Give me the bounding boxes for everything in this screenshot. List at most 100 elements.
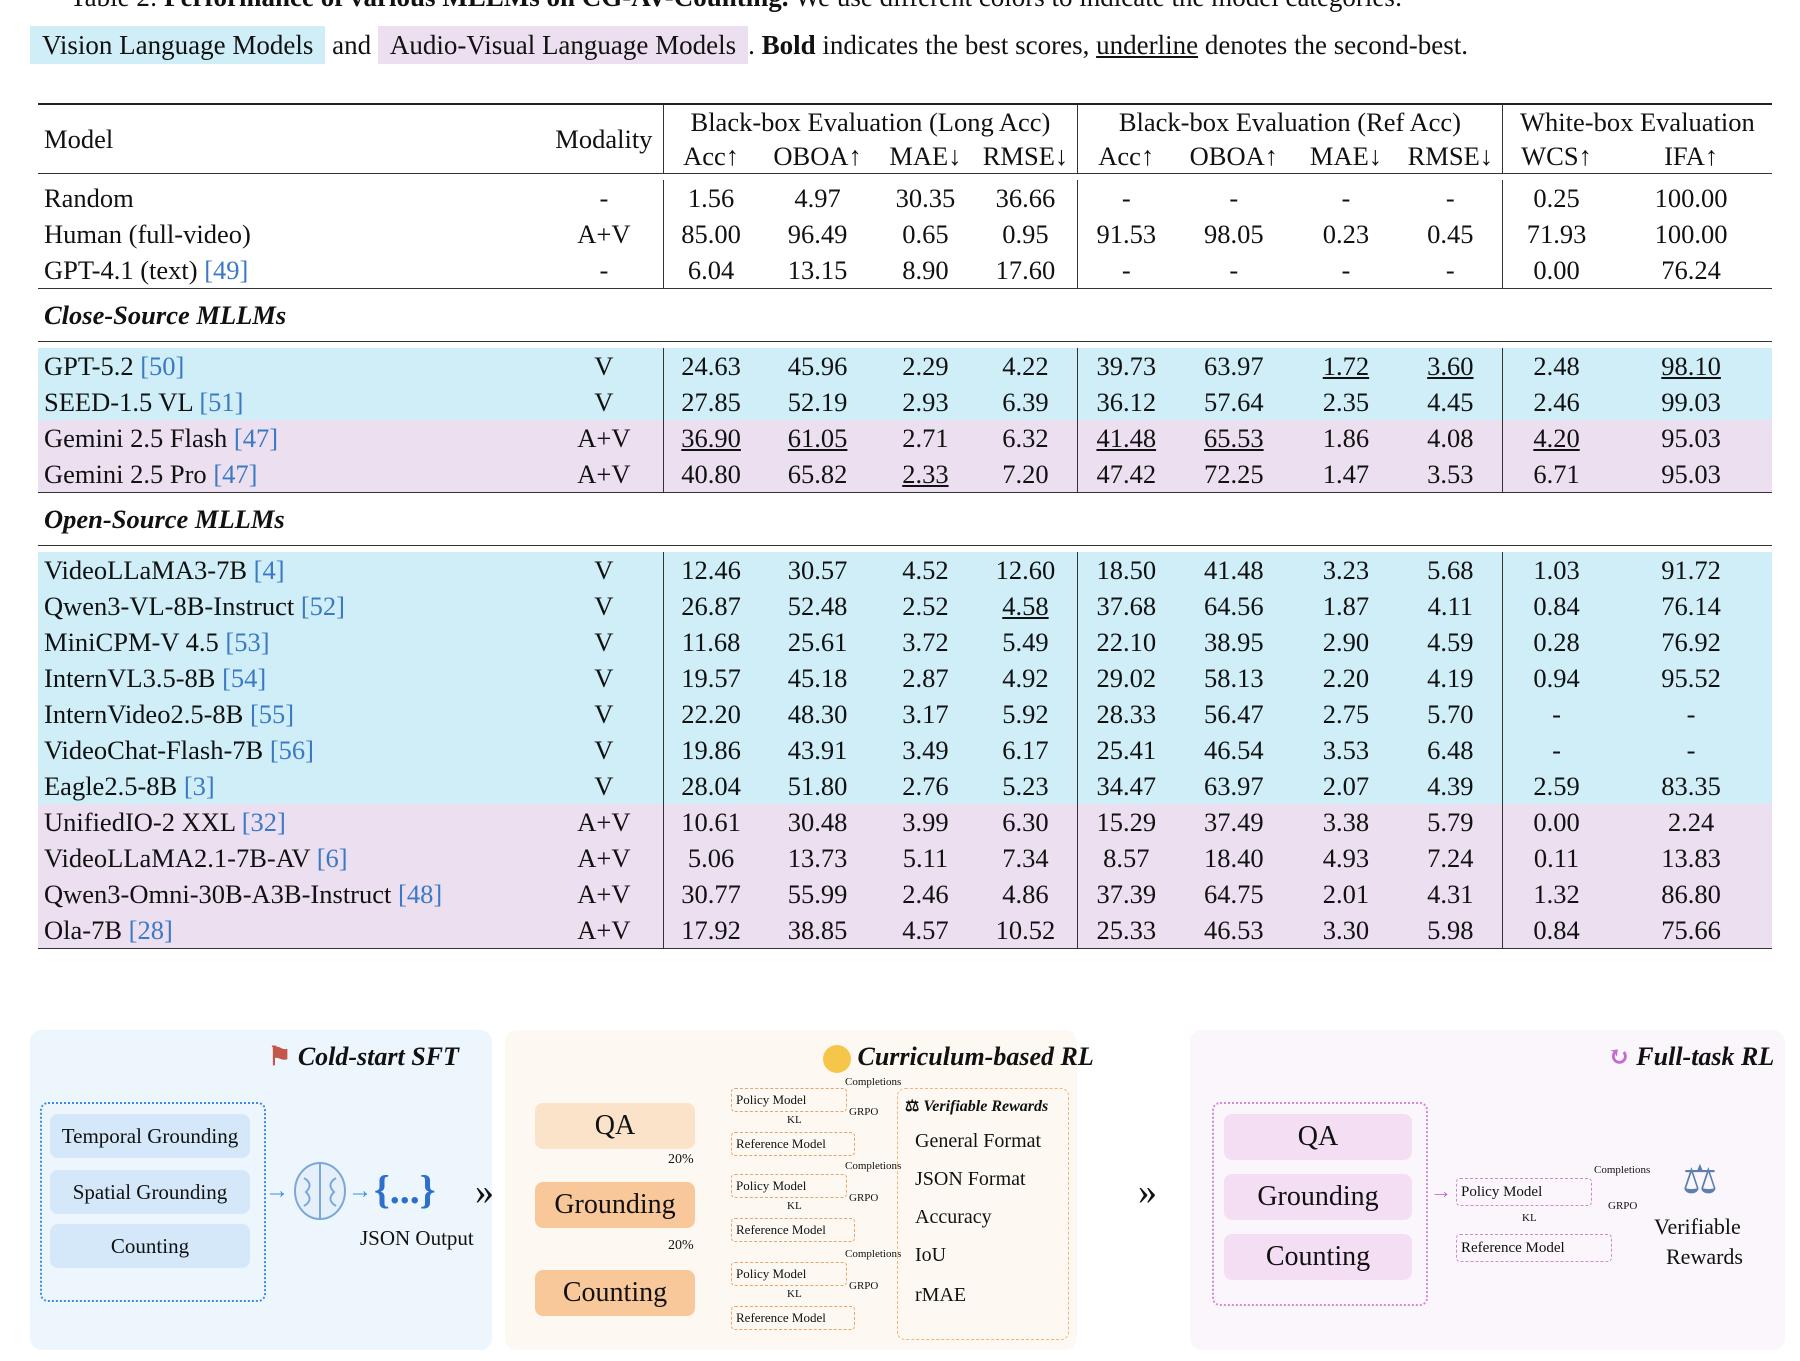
citation-link[interactable]: [50] <box>140 350 185 381</box>
rule-cell <box>38 545 1772 552</box>
arrow-icon: → <box>265 1178 289 1204</box>
metric-cell: 65.53 <box>1174 420 1294 456</box>
citation-link[interactable]: [49] <box>204 254 249 285</box>
model-name: Qwen3-Omni-30B-A3B-Instruct <box>44 878 399 909</box>
citation-link[interactable]: [53] <box>225 626 270 657</box>
metric-cell: 0.00 <box>1501 804 1611 840</box>
modality-cell: - <box>599 254 609 285</box>
task-counting: Counting <box>50 1224 250 1268</box>
metric-cell: 63.97 <box>1174 768 1294 804</box>
metric-cell: - <box>1501 732 1611 768</box>
kl-label: KL <box>787 1200 802 1212</box>
metric-cell: 0.84 <box>1501 912 1611 949</box>
metric-cell: 19.86 <box>662 732 759 768</box>
table-row: Gemini 2.5 Flash [47] A+V 36.90 61.05 2.71 6.… <box>38 420 1772 456</box>
metric-cell: 0.84 <box>1501 588 1611 624</box>
citation-link[interactable]: [4] <box>253 554 285 585</box>
metric-cell: 11.68 <box>662 624 759 660</box>
table-row: GPT-5.2 [50] V 24.63 45.96 2.29 4.22 39.73 63.9… <box>38 348 1772 384</box>
table-row: Qwen3-Omni-30B-A3B-Instruct [48] A+V 30.77… <box>38 876 1772 912</box>
metric-cell: 38.85 <box>758 912 877 949</box>
model-name: Ola-7B <box>44 914 129 945</box>
citation-link[interactable]: [32] <box>241 806 286 837</box>
metric-cell: 76.24 <box>1661 254 1721 285</box>
metric-cell: 36.12 <box>1076 384 1175 420</box>
rule-cell <box>38 341 1772 348</box>
citation-link[interactable]: [55] <box>249 698 295 729</box>
modality-cell: A+V <box>544 456 664 493</box>
model-name-cell: Ola-7B [28] <box>38 912 545 949</box>
citation-link[interactable]: [47] <box>213 458 258 489</box>
metric-cell: 4.20 <box>1501 420 1611 456</box>
citation-link[interactable]: [51] <box>199 386 244 417</box>
table-row: Qwen3-VL-8B-Instruct [52] V 26.87 52.48 2.52… <box>38 588 1772 624</box>
caption-end: denotes the second-best. <box>1204 30 1468 60</box>
metric-cell: 5.98 <box>1398 912 1503 949</box>
metric-cell: 1.87 <box>1293 588 1399 624</box>
citation-link[interactable]: [52] <box>300 590 345 621</box>
metric-cell: 3.23 <box>1293 552 1399 588</box>
table-rule <box>38 341 1772 348</box>
model-name-cell: MiniCPM-V 4.5 [53] <box>38 624 545 660</box>
metric-cell: 4.58 <box>973 588 1078 624</box>
metric-cell: 46.54 <box>1174 732 1294 768</box>
citation-link[interactable]: [48] <box>398 878 443 909</box>
header-row-1: Model Modality Black-box Evaluation (Lon… <box>38 103 1772 174</box>
metric-cell: 17.60 <box>995 254 1056 285</box>
policy-model-box: Policy Model <box>731 1088 847 1112</box>
metric-cell: 2.20 <box>1293 660 1399 696</box>
section-close-source: Close-Source MLLMs <box>38 288 1772 342</box>
citation-link[interactable]: [54] <box>222 662 267 693</box>
metric-cell: 95.03 <box>1610 420 1772 456</box>
metric-cell: 25.33 <box>1076 912 1175 949</box>
table-row: Ola-7B [28] A+V 17.92 38.85 4.57 10.52 25.33 46… <box>38 912 1772 949</box>
citation-link[interactable]: [47] <box>233 422 279 453</box>
metric-cell: 2.35 <box>1293 384 1399 420</box>
vlm-color-tag: Vision Language Models <box>30 26 326 64</box>
metric-cell: 5.92 <box>973 696 1078 732</box>
model-name-cell: Gemini 2.5 Pro [47] <box>38 456 545 493</box>
metric-cell: 95.03 <box>1610 456 1772 493</box>
metric-cell: 17.92 <box>662 912 759 949</box>
metric-cell: 4.22 <box>973 348 1078 384</box>
metric-cell: 0.23 <box>1322 218 1370 249</box>
model-name: GPT-5.2 <box>44 350 141 381</box>
metric-cell: 1.47 <box>1293 456 1399 493</box>
caption-underline-word: underline <box>1096 30 1199 60</box>
model-name: VideoLLaMA3-7B <box>44 554 254 585</box>
metric-cell: - <box>1501 696 1611 732</box>
modality-cell: V <box>544 588 664 624</box>
brain-icon <box>292 1160 348 1227</box>
subheader-cell: RMSE↓ <box>1398 139 1503 174</box>
metric-cell: 34.47 <box>1076 768 1175 804</box>
metric-cell: 71.93 <box>1501 216 1611 252</box>
verifiable-rewards-title: ⚖ Verifiable Rewards <box>905 1096 1048 1116</box>
policy-model-box: Policy Model <box>731 1262 847 1286</box>
curriculum-task-counting: Counting <box>535 1270 695 1316</box>
metric-cell: 4.57 <box>876 912 974 949</box>
metric-cell: 4.19 <box>1398 660 1503 696</box>
metric-cell: 4.08 <box>1398 420 1503 456</box>
metric-cell: 52.19 <box>758 384 877 420</box>
section-open-source: Open-Source MLLMs <box>38 492 1772 546</box>
metric-cell: 0.65 <box>902 218 949 249</box>
arrow-icon: → <box>348 1178 372 1204</box>
metric-cell: 2.46 <box>1501 384 1611 420</box>
citation-link[interactable]: [6] <box>316 842 348 873</box>
metric-cell: 6.32 <box>973 420 1078 456</box>
metric-cell: 8.90 <box>902 254 949 285</box>
task-temporal-grounding: Temporal Grounding <box>50 1114 250 1158</box>
metric-cell: 0.11 <box>1501 840 1611 876</box>
metric-cell: 91.53 <box>1076 216 1175 252</box>
metric-cell: 5.11 <box>876 840 974 876</box>
citation-link[interactable]: [56] <box>269 734 315 765</box>
metric-cell: 37.49 <box>1174 804 1294 840</box>
kl-label: KL <box>787 1114 802 1126</box>
metric-cell: 37.68 <box>1076 588 1175 624</box>
thinking-face-icon <box>823 1045 851 1074</box>
citation-link[interactable]: [28] <box>128 914 173 945</box>
flag-icon: ⚑ <box>268 1042 292 1071</box>
citation-link[interactable]: [3] <box>183 770 215 801</box>
model-name: VideoLLaMA2.1-7B-AV <box>44 842 317 873</box>
metric-cell: 76.14 <box>1610 588 1772 624</box>
